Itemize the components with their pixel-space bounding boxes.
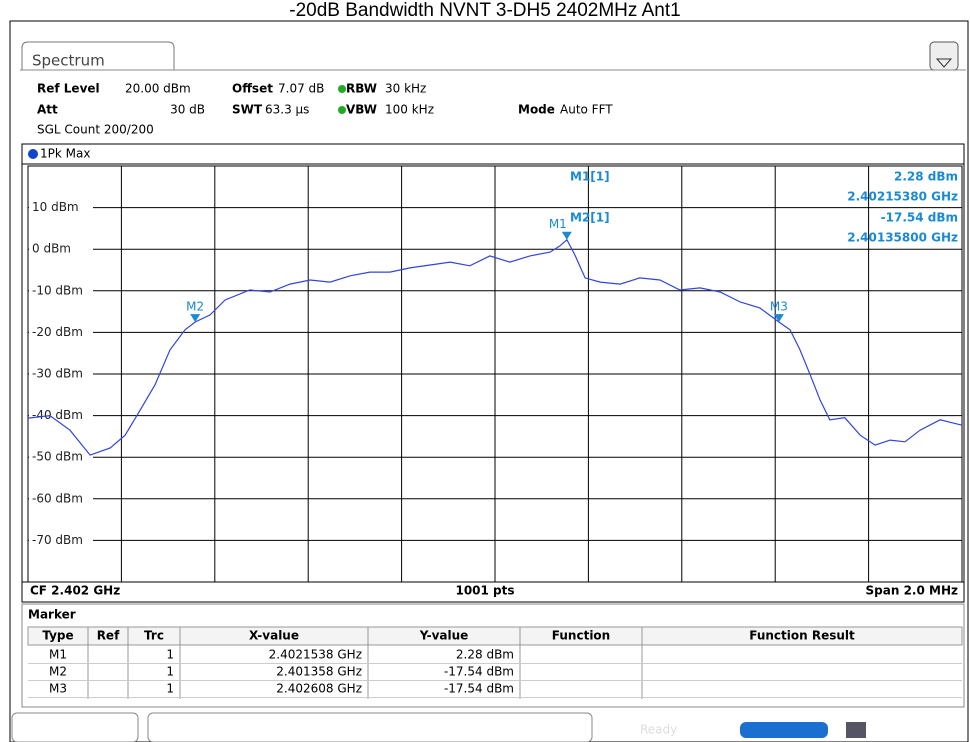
y-tick-label: -70 dBm <box>32 533 83 547</box>
y-tick-label: -60 dBm <box>32 491 83 505</box>
progress-bar <box>740 722 828 738</box>
table-cell: 2.4021538 GHz <box>269 648 362 662</box>
status: Ready <box>640 723 677 737</box>
table-cell: M3 <box>49 682 67 696</box>
tab-label: Spectrum <box>32 52 105 70</box>
setting-value: 30 kHz <box>385 82 426 96</box>
tick-label-bg <box>29 490 93 507</box>
setting-value: 63.3 µs <box>265 103 309 117</box>
marker-label: M1 <box>549 217 567 231</box>
y-tick-label: -40 dBm <box>32 408 83 422</box>
center-frequency: CF 2.402 GHz <box>30 584 120 598</box>
setting-label: Offset <box>232 82 273 96</box>
column-header: Ref <box>97 629 120 643</box>
status-box <box>11 712 139 742</box>
tick-label-bg <box>29 366 93 382</box>
setting-value: 20.00 dBm <box>125 82 191 96</box>
setting-value: 30 dB <box>170 103 205 117</box>
marker-readout: 2.40215380 GHz <box>847 190 958 204</box>
table-cell: M2 <box>49 665 67 679</box>
diagram-frame <box>21 143 965 603</box>
marker-label: M3 <box>770 300 788 314</box>
marker-readout: M2[1] <box>570 211 610 225</box>
sweep-points: 1001 pts <box>455 584 514 598</box>
table-cell: -17.54 dBm <box>444 665 514 679</box>
marker-readout: 2.40135800 GHz <box>847 231 958 245</box>
table-cell: 2.28 dBm <box>456 648 514 662</box>
setting-label: Att <box>37 103 58 117</box>
table-cell: -17.54 dBm <box>444 682 514 696</box>
table-cell: 1 <box>166 648 174 662</box>
span: Span 2.0 MHz <box>866 584 958 598</box>
indicator <box>338 85 346 93</box>
menu-button[interactable] <box>929 41 959 71</box>
tab[interactable] <box>21 41 175 70</box>
sweep-count: SGL Count 200/200 <box>37 123 154 137</box>
marker-table-title: Marker <box>28 608 76 622</box>
setting-value: 7.07 dB <box>278 82 324 96</box>
marker-readout: 2.28 dBm <box>894 170 958 184</box>
column-header: Trc <box>144 629 164 643</box>
marker-label: M2 <box>186 300 204 314</box>
trace <box>27 238 963 456</box>
column-header: Type <box>42 629 73 643</box>
marker <box>561 231 572 240</box>
y-tick-label: -50 dBm <box>32 450 83 464</box>
column-header: Function <box>552 629 610 643</box>
setting-label: RBW <box>346 82 377 96</box>
tick-label-bg <box>29 241 93 258</box>
y-tick-label: 0 dBm <box>32 242 71 256</box>
table-cell: 2.402608 GHz <box>276 682 362 696</box>
trace-label: 1Pk Max <box>40 147 90 161</box>
marker-table-frame <box>21 603 965 708</box>
column-header: X-value <box>249 629 299 643</box>
marker-readout: M1[1] <box>570 170 610 184</box>
tick-label-bg <box>29 199 93 216</box>
setting-value: Auto FFT <box>560 103 613 117</box>
status-box <box>147 712 593 742</box>
tick-label-bg <box>29 449 93 466</box>
menu-icon <box>935 58 953 68</box>
tick-label-bg <box>29 282 93 299</box>
table-cell: 1 <box>166 665 174 679</box>
table-cell: 1 <box>166 682 174 696</box>
y-tick-label: -20 dBm <box>32 325 83 339</box>
marker-readout: -17.54 dBm <box>881 211 958 225</box>
setting-label: Ref Level <box>37 82 100 96</box>
setting-value: 100 kHz <box>385 103 434 117</box>
tick-label-bg <box>29 324 93 341</box>
tick-label-bg <box>29 532 93 549</box>
y-tick-label: 10 dBm <box>32 200 79 214</box>
setting-label: Mode <box>518 103 555 117</box>
marker <box>190 314 201 323</box>
table-header-bg <box>27 626 963 646</box>
tick-label-bg <box>29 407 93 424</box>
marker <box>773 314 784 323</box>
y-tick-label: -10 dBm <box>32 283 83 297</box>
setting-label: SWT <box>232 103 263 117</box>
table-cell: M1 <box>49 648 67 662</box>
page-title: -20dB Bandwidth NVNT 3-DH5 2402MHz Ant1 <box>289 0 680 21</box>
indicator <box>338 106 346 114</box>
setting-label: VBW <box>346 103 377 117</box>
y-tick-label: -30 dBm <box>32 367 83 381</box>
trace-indicator <box>28 149 38 159</box>
column-header: Y-value <box>419 629 469 643</box>
table-cell: 2.401358 GHz <box>276 665 362 679</box>
lxi-icon <box>846 722 866 738</box>
column-header: Function Result <box>749 629 855 643</box>
